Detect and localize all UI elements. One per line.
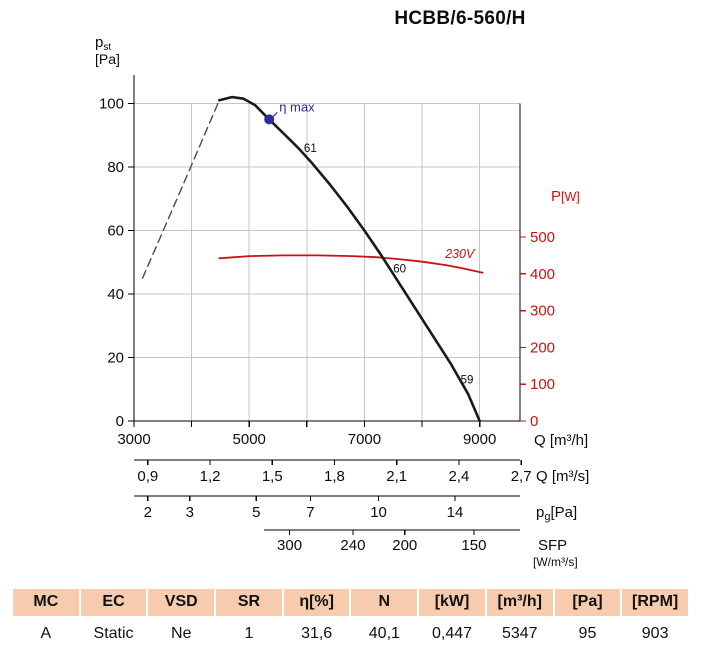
spec-value-mc: A [13,618,79,643]
spec-header-m3h: [m³/h] [486,589,553,616]
q-tick-label: 3000 [117,431,150,448]
spec-value-kw: 0,447 [419,618,485,643]
pressure-curve [218,95,482,423]
pg-tick-label: 14 [447,504,464,521]
spec-value-row: A Static Ne 1 31,6 40,1 0,447 5347 95 90… [13,618,688,643]
spec-value-ec: Static [80,618,147,643]
power-tick-label: 100 [530,376,555,393]
spec-value-pa: 95 [554,618,621,643]
spec-value-sr: 1 [216,618,282,643]
spec-header-pa: [Pa] [554,589,621,616]
spec-header-row: MC EC VSD SR η[%] N [kW] [m³/h] [Pa] [RP… [13,589,688,616]
sfp-axis-title: SFP [538,537,567,554]
spec-header-vsd: VSD [148,589,215,616]
sfp-axis-unit: [W/m³/s] [533,555,578,569]
pst-axis-unit: [Pa] [95,51,120,67]
fan-performance-chart: 0 20 40 60 80 100 3000 5000 7000 9000 0 100 200 300 40… [95,34,589,569]
power-tick-label: 400 [530,266,555,283]
pst-tick-label: 100 [99,96,124,113]
spec-header-rpm: [RPM] [622,589,688,616]
pst-tick-label: 60 [107,223,124,240]
power-tick-label: 0 [530,413,538,430]
q-tick-label: 7000 [348,431,381,448]
q-m3s-tick-label: 1,5 [262,468,283,485]
power-tick-label: 500 [530,229,555,246]
spec-value-vsd: Ne [148,618,215,643]
power-curve-label: 230V [444,247,476,261]
pst-tick-label: 80 [107,159,124,176]
pg-tick-label: 3 [186,504,194,521]
spec-header-kw: [kW] [419,589,485,616]
q-m3s-tick-label: 0,9 [137,468,158,485]
sfp-tick-label: 240 [340,537,365,554]
power-tick-label: 200 [530,339,555,356]
pg-axis-title: pg[Pa] [536,504,577,523]
pst-axis-title: pst [95,34,111,53]
eta-max-label: η max [279,99,315,114]
sfp-tick-label: 200 [392,537,417,554]
power-axis-title: P[W] [551,188,580,205]
spec-header-n: N [351,589,418,616]
power-tick-label: 300 [530,303,555,320]
q-m3s-tick-label: 2,7 [511,468,532,485]
spec-value-rpm: 903 [622,618,688,643]
eta-max-point [264,114,275,125]
impeller-speed-label: 61 [304,143,317,155]
impeller-speed-label: 60 [393,264,406,276]
spec-table: MC EC VSD SR η[%] N [kW] [m³/h] [Pa] [RP… [13,589,688,643]
pg-tick-label: 5 [252,504,260,521]
q-m3s-tick-label: 2,4 [449,468,470,485]
pst-tick-label: 0 [116,413,124,430]
spec-value-eta: 31,6 [283,618,350,643]
sfp-tick-label: 300 [277,537,302,554]
pg-tick-label: 7 [306,504,314,521]
spec-header-eta: η[%] [283,589,350,616]
q-tick-label: 9000 [463,431,496,448]
spec-header-mc: MC [13,589,79,616]
power-curve [218,254,484,274]
spec-header-ec: EC [80,589,147,616]
chart-title: HCBB/6-560/H [394,8,526,29]
q-tick-label: 5000 [233,431,266,448]
q-m3s-axis-title: Q [m³/s] [536,468,589,485]
pst-tick-label: 20 [107,350,124,367]
spec-value-n: 40,1 [351,618,418,643]
q-m3s-tick-label: 1,8 [324,468,345,485]
spec-header-sr: SR [216,589,282,616]
spec-value-m3h: 5347 [486,618,553,643]
pg-tick-label: 2 [144,504,152,521]
unstable-region-dashed-line [141,99,221,279]
q-m3s-tick-label: 2,1 [386,468,407,485]
q-axis-title: Q [m³/h] [534,432,588,449]
q-m3s-tick-label: 1,2 [200,468,221,485]
pst-tick-label: 40 [107,286,124,303]
impeller-speed-label: 59 [461,375,474,387]
pg-tick-label: 10 [370,504,387,521]
sfp-tick-label: 150 [461,537,486,554]
